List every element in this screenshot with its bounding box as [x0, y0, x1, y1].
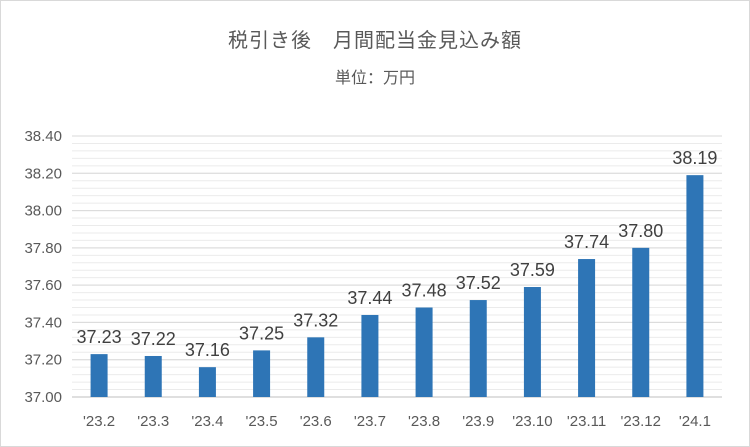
x-tick-label: '23.8 — [408, 413, 440, 430]
bar — [361, 314, 379, 397]
x-tick-label: '23.11 — [567, 413, 606, 430]
gridlines — [72, 135, 722, 398]
bar — [523, 287, 541, 397]
bars — [90, 175, 704, 397]
data-label: 37.74 — [564, 232, 609, 252]
data-label: 37.59 — [510, 260, 555, 280]
x-axis: '23.2 '23.3 '23.4 '23.5 '23.6 '23.7 '23.8 '23.9… — [83, 413, 711, 430]
data-label: 37.22 — [131, 329, 176, 349]
bar — [415, 307, 433, 397]
bar — [469, 300, 487, 397]
data-label: 37.80 — [618, 221, 663, 241]
y-tick-label: 37.20 — [24, 352, 62, 369]
y-tick-label: 38.20 — [24, 165, 62, 182]
y-axis: 37.00 37.20 37.40 37.60 37.80 38.00 38.20 38.40 — [24, 128, 62, 406]
bar — [632, 247, 650, 397]
data-label: 37.44 — [347, 288, 392, 308]
bar — [686, 175, 704, 397]
data-label: 37.16 — [185, 340, 230, 360]
x-tick-label: '23.4 — [191, 413, 223, 430]
chart-title: 税引き後 月間配当金見込み額 — [228, 28, 522, 52]
data-label: 37.32 — [293, 310, 338, 330]
chart-subtitle: 単位：万円 — [334, 68, 415, 87]
data-label: 38.19 — [672, 148, 717, 168]
data-label: 37.52 — [456, 273, 501, 293]
data-label: 37.48 — [402, 281, 447, 301]
y-tick-label: 38.00 — [24, 203, 62, 220]
x-tick-label: '23.2 — [83, 413, 115, 430]
x-tick-label: '24.1 — [679, 413, 711, 430]
bar — [90, 354, 108, 397]
x-tick-label: '23.12 — [621, 413, 661, 430]
bar — [144, 355, 162, 397]
bar — [307, 337, 325, 397]
y-tick-label: 37.80 — [24, 240, 62, 257]
bar — [198, 367, 216, 397]
y-tick-label: 37.60 — [24, 277, 62, 294]
bar — [253, 350, 271, 397]
y-tick-label: 37.40 — [24, 314, 62, 331]
data-label: 37.25 — [239, 323, 284, 343]
x-tick-label: '23.5 — [246, 413, 278, 430]
x-tick-label: '23.10 — [512, 413, 552, 430]
bar — [578, 259, 596, 397]
x-tick-label: '23.3 — [137, 413, 169, 430]
x-tick-label: '23.7 — [354, 413, 386, 430]
data-label: 37.23 — [77, 327, 122, 347]
x-tick-label: '23.9 — [462, 413, 494, 430]
y-tick-label: 38.40 — [24, 128, 62, 145]
y-tick-label: 37.00 — [24, 389, 62, 406]
data-labels: 37.23 37.22 37.16 37.25 37.32 37.44 37.48 37.52… — [77, 148, 718, 360]
x-tick-label: '23.6 — [300, 413, 332, 430]
